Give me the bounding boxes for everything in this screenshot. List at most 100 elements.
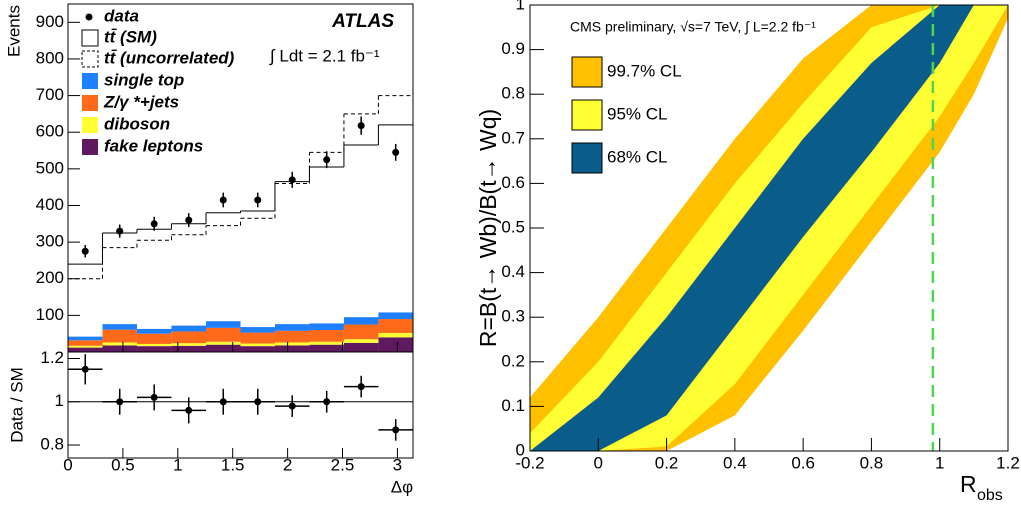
stack-bar: [240, 327, 275, 333]
y-tick-label: 1.2: [40, 348, 64, 367]
ratio-frame: [67, 351, 414, 459]
legend-swatch: [571, 99, 603, 131]
stack-bar: [309, 323, 344, 331]
legend-label: 95% CL: [607, 104, 667, 123]
luminosity: ∫ Ldt = 2.1 fb⁻¹: [269, 46, 380, 65]
x-tick-label: 0.4: [723, 453, 747, 472]
y-tick-label: 0.6: [501, 173, 525, 192]
legend-marker: [82, 139, 98, 155]
y-tick-label: 400: [36, 195, 64, 214]
stack-bar: [68, 340, 103, 346]
y-tick-label: 1: [55, 391, 64, 410]
legend-label: tt̄ (uncorrelated): [104, 48, 235, 67]
y-tick-label: 1: [516, 0, 525, 13]
ratio-point: [392, 426, 400, 434]
legend-label: 68% CL: [607, 147, 667, 166]
x-tick-label: 3: [393, 455, 402, 474]
y-tick-label: 0.4: [501, 262, 525, 281]
y-tick-label: 200: [36, 268, 64, 287]
x-tick-label: 2.5: [331, 455, 355, 474]
ratio-point: [288, 402, 296, 410]
y-tick-label: 0.1: [501, 396, 525, 415]
y-tick-label: 500: [36, 158, 64, 177]
x-tick-label: 1.5: [221, 455, 245, 474]
y-tick-label: 0.8: [501, 84, 525, 103]
y-tick-label: 0.7: [501, 128, 525, 147]
data-point: [185, 216, 193, 224]
experiment-label: ATLAS: [331, 11, 394, 32]
legend-label: fake leptons: [104, 136, 203, 155]
x-tick-label: 2: [283, 455, 292, 474]
x-tick-label: 0.8: [860, 453, 884, 472]
stack-bar: [378, 332, 413, 338]
stack-bar: [378, 312, 413, 320]
stack-bar: [136, 328, 172, 334]
stack-bar: [240, 343, 275, 347]
legend-marker: [85, 13, 93, 21]
y-axis-title: R=B(t→ Wb)/B(t→ Wq): [475, 109, 501, 347]
x-tick-label: 1: [935, 453, 944, 472]
x-axis-title: R: [960, 471, 977, 497]
stack-bar: [309, 341, 344, 345]
data-point: [219, 196, 227, 204]
stack-bar: [102, 324, 137, 330]
ratio-point: [185, 406, 193, 414]
stack-bar: [68, 336, 103, 341]
stack-bar: [206, 321, 241, 328]
x-tick-label: -0.2: [515, 453, 544, 472]
stack-bar: [343, 317, 379, 325]
stack-bar: [171, 325, 207, 332]
stack-bar: [102, 345, 137, 352]
stack-bar: [136, 343, 172, 347]
legend-label: 99.7% CL: [607, 61, 682, 80]
ratio-point: [81, 365, 89, 373]
y-tick-label: 0.3: [501, 307, 525, 326]
x-tick-label: 0.5: [111, 455, 135, 474]
stack-bar: [274, 345, 310, 352]
data-point: [357, 122, 365, 130]
ratio-point: [150, 393, 158, 401]
y-tick-label: 600: [36, 122, 64, 141]
stack-bar: [240, 346, 275, 352]
y-tick-label: 100: [36, 305, 64, 324]
right-frame: [529, 4, 1009, 452]
legend-marker: [81, 50, 99, 68]
data-point: [116, 227, 124, 235]
legend-marker: [81, 29, 99, 47]
stack-bar: [171, 345, 207, 352]
x-tick-label: 1: [173, 455, 182, 474]
data-point: [392, 148, 400, 156]
stack-bar: [343, 342, 379, 352]
y-tick-label: 0.2: [501, 351, 525, 370]
stack-bar: [206, 327, 241, 342]
legend-label: Z/γ *+jets: [103, 92, 179, 111]
y-tick-label: 0: [516, 440, 525, 459]
stack-bar: [102, 342, 137, 346]
legend-swatch: [571, 142, 603, 174]
x-tick-label: 1.2: [996, 453, 1020, 472]
stack-bar: [274, 342, 310, 346]
x-axis-title: Δφ: [391, 477, 413, 496]
legend-label: single top: [104, 70, 184, 89]
stack-bar: [274, 324, 310, 331]
ratio-axis-title: Data / SM: [7, 367, 26, 443]
stack-bar: [136, 333, 172, 344]
y-axis-title: Events: [4, 5, 23, 57]
stack-bar: [309, 344, 344, 352]
stack-bar: [206, 344, 241, 352]
annotation: CMS preliminary, √s=7 TeV, ∫ L=2.2 fb⁻¹: [570, 19, 816, 35]
data-point: [150, 220, 158, 228]
legend-marker: [82, 73, 98, 89]
data-point: [81, 247, 89, 255]
x-tick-label: 0: [63, 455, 72, 474]
y-tick-label: 800: [36, 48, 64, 67]
stack-bar: [240, 332, 275, 344]
confidence-band: [530, 5, 1008, 451]
y-tick-label: 300: [36, 232, 64, 251]
x-tick-label: 0: [594, 453, 603, 472]
data-point: [323, 156, 331, 164]
y-tick-label: 0.5: [501, 217, 525, 236]
stack-bar: [309, 330, 344, 342]
ratio-point: [357, 383, 365, 391]
